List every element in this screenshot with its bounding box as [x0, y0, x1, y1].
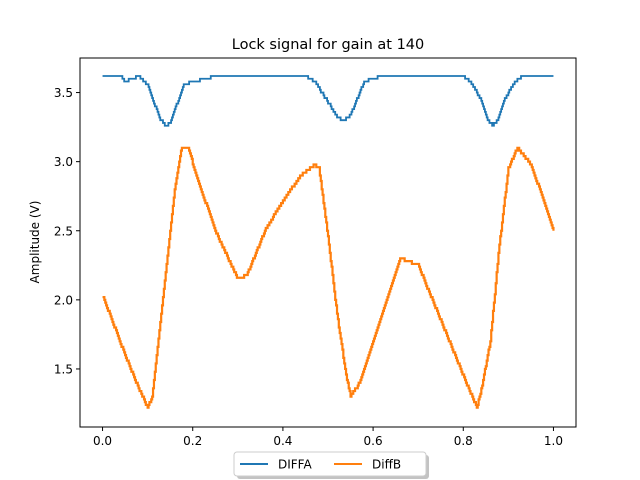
- legend: DIFFA DiffB: [233, 451, 429, 479]
- legend-box: [233, 451, 427, 477]
- series-layer: [102, 75, 555, 409]
- x-tick-label: 0.4: [273, 434, 292, 448]
- chart-title: Lock signal for gain at 140: [232, 37, 425, 53]
- x-tick-label: 0.2: [183, 434, 202, 448]
- x-tick-label: 0.8: [454, 434, 473, 448]
- x-tick-label: 0.6: [364, 434, 383, 448]
- x-tick-label: 0.0: [93, 434, 112, 448]
- x-axis: 0.0 0.2 0.4 0.6 0.8 1.0: [93, 427, 563, 448]
- legend-label-diffa: DIFFA: [278, 458, 312, 472]
- y-axis: 1.5 2.0 2.5 3.0 3.5: [54, 86, 80, 376]
- y-tick-label: 3.0: [54, 155, 73, 169]
- y-axis-label: Amplitude (V): [28, 201, 42, 284]
- y-tick-label: 2.0: [54, 293, 73, 307]
- y-tick-label: 3.5: [54, 86, 73, 100]
- series-line-diffb: [102, 146, 555, 409]
- legend-label-diffb: DiffB: [372, 458, 401, 472]
- y-tick-label: 2.5: [54, 224, 73, 238]
- axes-frame: [79, 57, 577, 428]
- x-tick-label: 1.0: [544, 434, 563, 448]
- series-line-diffa: [102, 75, 554, 127]
- y-tick-label: 1.5: [54, 362, 73, 376]
